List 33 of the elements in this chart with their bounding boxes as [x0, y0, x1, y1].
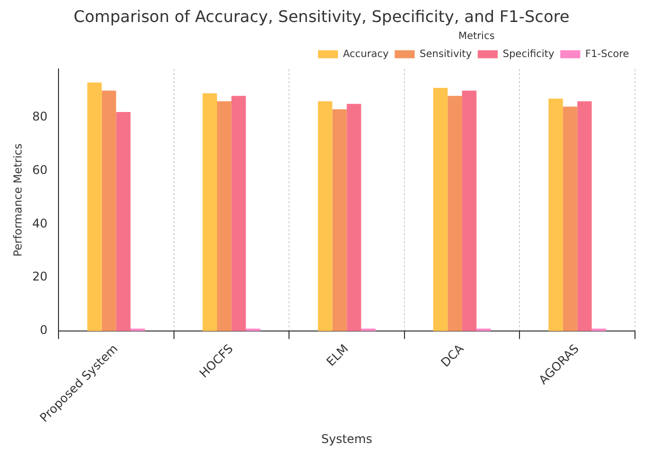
- bar: [87, 82, 102, 332]
- legend-title: Metrics: [458, 30, 495, 42]
- bar: [462, 90, 476, 332]
- bar: [217, 101, 232, 332]
- legend-label: Specificity: [502, 48, 554, 60]
- bar: [318, 101, 332, 332]
- bar: [433, 88, 448, 332]
- y-tick-label: 20: [32, 270, 48, 284]
- bar: [592, 328, 606, 332]
- y-tick-label: 80: [32, 109, 48, 124]
- legend-label: Sensitivity: [420, 48, 472, 60]
- bar: [332, 109, 347, 332]
- bar: [577, 101, 592, 332]
- bar: [346, 104, 362, 332]
- bar: [116, 112, 131, 332]
- legend-label: F1-Score: [585, 48, 630, 60]
- bar: [246, 328, 260, 332]
- bar: [130, 328, 145, 332]
- y-tick-label: 40: [32, 216, 48, 230]
- bar: [102, 90, 116, 332]
- bar: [202, 93, 218, 332]
- y-tick-label: 0: [40, 323, 48, 338]
- chart-title: Comparison of Accuracy, Sensitivity, Specificity, and F1-Score: [74, 6, 570, 26]
- bar: [476, 328, 491, 332]
- y-axis-title: Performance Metrics: [11, 143, 24, 257]
- bar: [562, 106, 578, 332]
- x-axis-title: Systems: [321, 432, 372, 446]
- bar: [548, 98, 563, 332]
- bar: [361, 328, 376, 332]
- legend-label: Accuracy: [343, 48, 389, 60]
- y-tick-label: 60: [32, 162, 48, 177]
- bar: [231, 96, 246, 332]
- bar: [448, 96, 462, 332]
